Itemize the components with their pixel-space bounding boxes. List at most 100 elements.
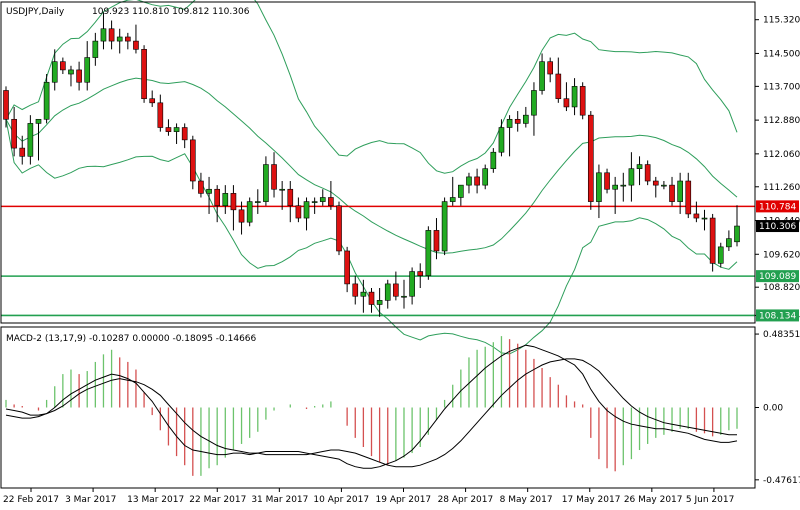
macd-line xyxy=(5,344,738,469)
candle-body xyxy=(490,151,497,169)
macd-tick-label: -0.47617 xyxy=(763,476,800,486)
candle-body xyxy=(279,188,285,191)
candle-body xyxy=(51,61,58,83)
price-tick-label: 108.820 xyxy=(763,283,800,293)
date-tick-label: 10 Apr 2017 xyxy=(313,495,369,505)
candle-body xyxy=(417,271,424,276)
date-tick-label: 3 Mar 2017 xyxy=(65,495,116,505)
candle-body xyxy=(149,98,156,104)
level-price-label: 110.784 xyxy=(759,202,796,212)
candle-body xyxy=(68,69,74,75)
candle-body xyxy=(587,114,594,202)
candle-body xyxy=(287,188,294,207)
candle-body xyxy=(555,73,562,100)
macd-signal-line xyxy=(5,358,737,468)
candle-body xyxy=(165,127,172,132)
date-tick-label: 22 Feb 2017 xyxy=(3,495,59,505)
candle-body xyxy=(523,114,529,124)
price-tick-label: 113.700 xyxy=(763,82,800,92)
chart-title: USDJPY,Daily xyxy=(6,7,65,17)
candle-body xyxy=(43,81,50,120)
candle-body xyxy=(701,217,708,220)
price-tick-label: 112.880 xyxy=(763,116,800,126)
candle-body xyxy=(368,291,375,305)
candle-body xyxy=(677,180,683,202)
date-tick-label: 26 May 2017 xyxy=(624,495,683,505)
price-pane[interactable] xyxy=(1,0,755,355)
candle-body xyxy=(539,61,545,91)
level-price-label: 109.089 xyxy=(759,272,796,282)
candle-body xyxy=(133,40,139,50)
candle-body xyxy=(401,295,407,298)
candle-body xyxy=(222,193,229,207)
candle-body xyxy=(579,86,586,116)
price-tick-label: 115.320 xyxy=(763,16,800,26)
candle-body xyxy=(173,127,180,132)
candle-body xyxy=(336,205,342,252)
candle-body xyxy=(254,201,261,203)
bollinger-middle-band xyxy=(5,77,738,254)
candle-body xyxy=(644,164,651,182)
macd-title: MACD-2 (13,17,9) -0.10287 0.00000 -0.180… xyxy=(6,334,257,344)
candle-body xyxy=(466,176,472,186)
candle-body xyxy=(458,184,464,198)
candle-body xyxy=(3,90,9,120)
candle-body xyxy=(311,201,318,203)
current-price-tag xyxy=(756,220,799,233)
candle-body xyxy=(206,188,212,194)
candle-body xyxy=(474,176,480,186)
candle-body xyxy=(230,193,237,211)
candle-body xyxy=(612,184,618,190)
candle-body xyxy=(92,40,99,58)
price-tick-label: 111.260 xyxy=(763,183,800,193)
candle-body xyxy=(514,118,521,124)
candle-body xyxy=(709,217,716,264)
candle-body xyxy=(11,118,17,149)
level-price-label: 108.134 xyxy=(759,311,796,321)
candle-body xyxy=(547,61,554,75)
macd-pane[interactable] xyxy=(5,336,738,476)
candle-body xyxy=(198,180,204,194)
candle-body xyxy=(108,28,115,42)
candle-body xyxy=(425,230,432,276)
candle-body xyxy=(734,225,740,243)
date-tick-label: 22 Mar 2017 xyxy=(189,495,246,505)
price-tick-label: 114.500 xyxy=(763,49,800,59)
candle-body xyxy=(726,238,732,248)
candle-body xyxy=(441,201,448,252)
candle-body xyxy=(604,172,610,190)
candle-body xyxy=(449,197,456,202)
candle-body xyxy=(393,283,399,297)
date-tick-label: 31 Mar 2017 xyxy=(251,495,308,505)
candle-body xyxy=(693,213,700,219)
candle-body xyxy=(620,184,627,187)
candle-body xyxy=(295,205,302,219)
price-pane-frame xyxy=(0,1,756,324)
candle-body xyxy=(238,209,245,223)
candle-body xyxy=(433,230,440,252)
candle-body xyxy=(246,201,253,223)
current-price-label: 110.306 xyxy=(759,222,796,232)
candle-body xyxy=(669,184,675,202)
candle-body xyxy=(328,197,334,207)
candle-body xyxy=(596,172,602,202)
candle-body xyxy=(628,168,635,186)
price-tick-label: 112.060 xyxy=(763,150,800,160)
candle-body xyxy=(498,127,505,153)
date-tick-label: 19 Apr 2017 xyxy=(376,495,432,505)
candle-body xyxy=(636,164,643,169)
candle-body xyxy=(376,300,383,305)
candle-body xyxy=(685,180,692,215)
candle-body xyxy=(125,36,131,42)
date-tick-label: 13 Mar 2017 xyxy=(127,495,184,505)
candle-body xyxy=(214,188,220,207)
date-tick-label: 8 May 2017 xyxy=(500,495,553,505)
candle-body xyxy=(181,127,188,141)
candle-body xyxy=(60,61,66,71)
candle-body xyxy=(571,86,578,108)
bollinger-upper-band xyxy=(5,0,738,174)
candle-body xyxy=(76,69,82,83)
level-price-tag xyxy=(756,200,799,213)
candle-body xyxy=(563,98,570,108)
